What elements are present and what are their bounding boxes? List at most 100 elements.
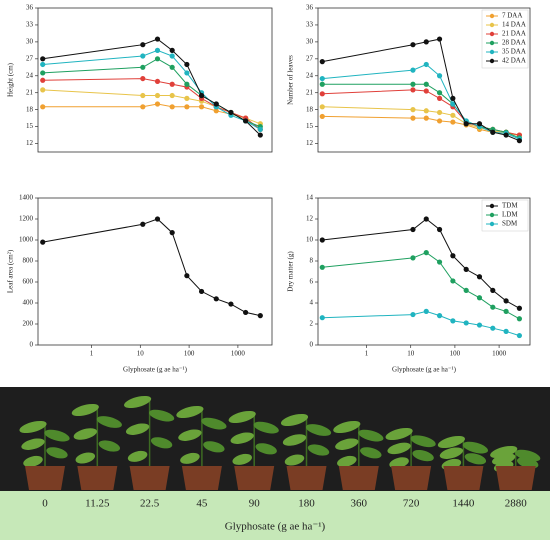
data-point	[476, 121, 483, 127]
data-point	[319, 59, 325, 65]
data-point	[463, 121, 469, 127]
x-axis-label: Glyphosate (g ae ha⁻¹)	[392, 366, 457, 374]
plot-frame	[37, 197, 273, 346]
pot	[77, 466, 118, 490]
leaf	[516, 457, 539, 469]
data-point	[423, 308, 429, 314]
data-point	[463, 287, 469, 293]
y-tick-label: 18	[26, 105, 34, 113]
leaf	[255, 443, 277, 455]
data-point	[228, 301, 234, 307]
data-point	[319, 237, 325, 243]
legend-marker	[489, 31, 495, 37]
leaf	[124, 395, 152, 409]
data-point	[423, 108, 429, 114]
data-point	[423, 216, 429, 222]
data-point	[463, 320, 469, 326]
data-point	[476, 274, 483, 280]
data-point	[154, 47, 161, 53]
data-point	[436, 95, 443, 101]
pot	[443, 466, 484, 490]
y-tick-label: 0	[310, 341, 314, 349]
legend-label: LDM	[502, 211, 518, 219]
data-point	[169, 230, 175, 236]
y-tick-label: 1400	[19, 194, 34, 202]
x-tick-label: 100	[184, 350, 195, 358]
legend-marker	[489, 203, 495, 209]
data-point	[423, 61, 429, 68]
y-tick-label: 33	[26, 21, 34, 29]
data-point	[436, 259, 443, 265]
data-point	[450, 278, 456, 284]
data-point	[198, 92, 205, 99]
data-point	[423, 88, 429, 94]
data-point	[436, 313, 443, 319]
data-point	[169, 64, 175, 70]
data-point	[140, 53, 146, 59]
photo-label: 22.5	[140, 498, 160, 510]
leaf	[23, 455, 43, 467]
leaf	[228, 410, 256, 424]
series-line	[42, 38, 261, 136]
series-line	[322, 218, 520, 309]
x-tick-label: 10	[407, 350, 415, 358]
photo-label: 2880	[505, 498, 528, 510]
y-tick-label: 14	[306, 194, 314, 202]
y-tick-label: 21	[26, 88, 34, 96]
y-tick-label: 27	[26, 54, 34, 62]
y-tick-label: 36	[306, 4, 314, 12]
x-tick-label: 1000	[231, 350, 246, 358]
leaf	[358, 429, 384, 442]
series-line	[322, 38, 520, 142]
photo-label: 180	[298, 498, 315, 510]
data-point	[184, 81, 190, 87]
legend-marker	[489, 58, 495, 64]
data-point	[169, 104, 175, 110]
leaf	[437, 435, 465, 449]
x-tick-label: 10	[137, 350, 145, 358]
leaf	[125, 423, 150, 435]
data-point	[463, 266, 469, 272]
leaf	[333, 420, 361, 434]
y-tick-label: 24	[26, 71, 34, 79]
data-point	[423, 250, 429, 256]
data-point	[169, 53, 175, 59]
leaf	[307, 444, 330, 456]
data-point	[40, 104, 46, 110]
legend-marker	[489, 221, 495, 227]
pot	[391, 466, 432, 490]
leaf	[178, 429, 202, 441]
y-tick-label: 1200	[19, 215, 34, 223]
legend-label: TDM	[502, 202, 518, 210]
data-point	[169, 92, 175, 99]
leaf	[253, 421, 279, 434]
y-tick-label: 12	[306, 139, 314, 147]
data-point	[410, 67, 416, 73]
data-point	[319, 91, 325, 97]
data-point	[490, 129, 496, 135]
data-point	[436, 226, 443, 233]
legend-label: 14 DAA	[502, 21, 526, 29]
photo-axis-label: Glyphosate (g ae ha⁻¹)	[225, 521, 326, 533]
leaf	[180, 452, 200, 464]
data-point	[154, 36, 161, 42]
data-point	[319, 113, 325, 120]
leaf	[44, 429, 70, 442]
legend-label: 28 DAA	[502, 39, 526, 47]
series-line	[42, 78, 261, 130]
data-point	[140, 104, 146, 110]
pot	[129, 466, 170, 490]
data-point	[140, 75, 146, 82]
data-point	[319, 81, 325, 87]
data-point	[198, 288, 205, 295]
data-point	[410, 226, 416, 233]
leaf	[232, 453, 252, 465]
data-point	[410, 42, 416, 48]
leaf	[71, 403, 99, 417]
leaf	[335, 438, 359, 450]
legend-label: 7 DAA	[502, 12, 522, 20]
data-point	[228, 109, 234, 116]
data-point	[436, 73, 443, 79]
data-point	[503, 298, 509, 304]
data-point	[140, 92, 146, 99]
